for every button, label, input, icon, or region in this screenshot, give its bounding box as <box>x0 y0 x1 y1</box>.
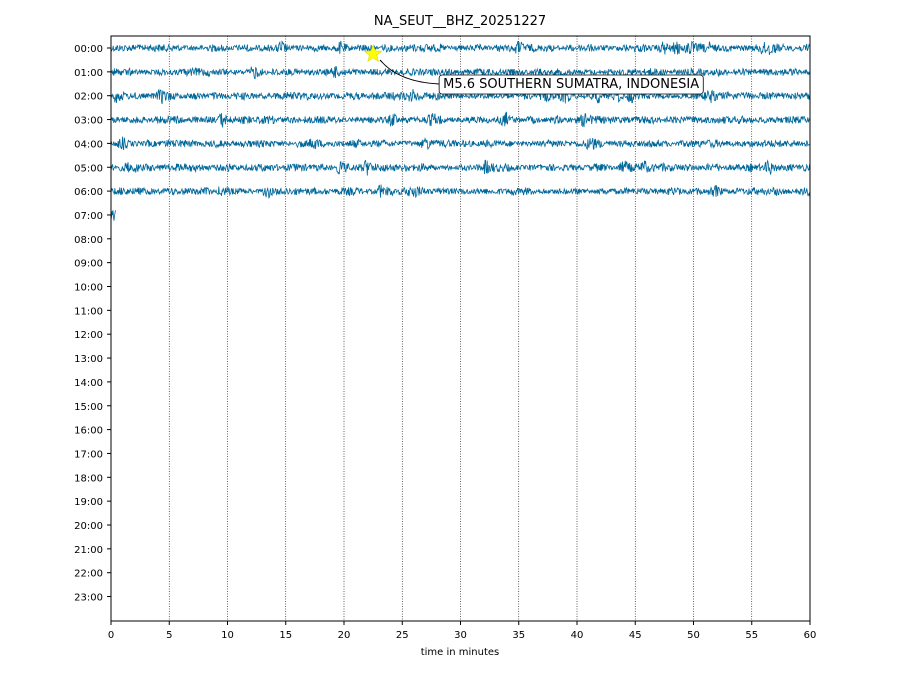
y-tick-label-2: 02:00 <box>74 92 103 103</box>
y-tick-label-0: 00:00 <box>74 44 103 55</box>
y-tick-label-23: 23:00 <box>74 593 103 604</box>
y-tick-label-16: 16:00 <box>74 426 103 437</box>
vertical-gridlines <box>168 36 753 621</box>
y-tick-label-15: 15:00 <box>74 402 103 413</box>
x-tick-label-6: 30 <box>454 630 467 641</box>
trace-0500 <box>110 159 810 176</box>
x-tick-label-7: 35 <box>512 630 525 641</box>
trace-0300 <box>110 111 810 129</box>
y-tick-label-3: 03:00 <box>74 116 103 127</box>
trace-0000 <box>110 40 810 55</box>
y-axis-ticks: 00:00 01:00 02:00 03:00 04:00 05:00 06:00 07:00… <box>74 44 111 604</box>
event-arrow <box>379 59 440 85</box>
y-tick-label-8: 08:00 <box>74 235 103 246</box>
x-tick-label-3: 15 <box>279 630 292 641</box>
y-tick-label-19: 19:00 <box>74 497 103 508</box>
chart-title: NA_SEUT__BHZ_20251227 <box>374 14 546 29</box>
trace-0600 <box>110 184 810 199</box>
x-axis-label: time in minutes <box>421 647 500 658</box>
y-tick-label-14: 14:00 <box>74 378 103 389</box>
y-tick-label-20: 20:00 <box>74 521 103 532</box>
y-tick-label-4: 04:00 <box>74 139 103 150</box>
trace-0400 <box>110 136 810 151</box>
x-tick-label-2: 10 <box>221 630 234 641</box>
y-tick-label-5: 05:00 <box>74 163 103 174</box>
x-axis-ticks: 0 5 10 15 20 25 30 35 40 45 50 55 60 <box>108 621 817 641</box>
y-tick-label-22: 22:00 <box>74 569 103 580</box>
x-tick-label-1: 5 <box>166 630 172 641</box>
y-tick-label-18: 18:00 <box>74 473 103 484</box>
y-tick-label-13: 13:00 <box>74 354 103 365</box>
y-tick-label-1: 01:00 <box>74 68 103 79</box>
event-annotation: M5.6 SOUTHERN SUMATRA, INDONESIA <box>363 44 704 95</box>
x-tick-label-4: 20 <box>338 630 351 641</box>
event-label: M5.6 SOUTHERN SUMATRA, INDONESIA <box>443 77 699 92</box>
x-tick-label-8: 40 <box>571 630 584 641</box>
y-tick-label-17: 17:00 <box>74 449 103 460</box>
x-tick-label-11: 55 <box>745 630 758 641</box>
event-star-marker <box>363 44 383 62</box>
y-tick-label-10: 10:00 <box>74 283 103 294</box>
y-tick-label-7: 07:00 <box>74 211 103 222</box>
trace-0100 <box>110 65 810 80</box>
y-tick-label-9: 09:00 <box>74 259 103 270</box>
x-tick-label-10: 50 <box>687 630 700 641</box>
y-tick-label-21: 21:00 <box>74 545 103 556</box>
trace-0700 <box>110 210 116 221</box>
event-label-box <box>438 74 704 95</box>
y-tick-label-11: 11:00 <box>74 306 103 317</box>
x-tick-label-12: 60 <box>804 630 817 641</box>
x-tick-label-0: 0 <box>108 630 114 641</box>
x-tick-label-9: 45 <box>629 630 642 641</box>
y-tick-label-12: 12:00 <box>74 330 103 341</box>
y-tick-label-6: 06:00 <box>74 187 103 198</box>
x-tick-label-5: 25 <box>396 630 409 641</box>
